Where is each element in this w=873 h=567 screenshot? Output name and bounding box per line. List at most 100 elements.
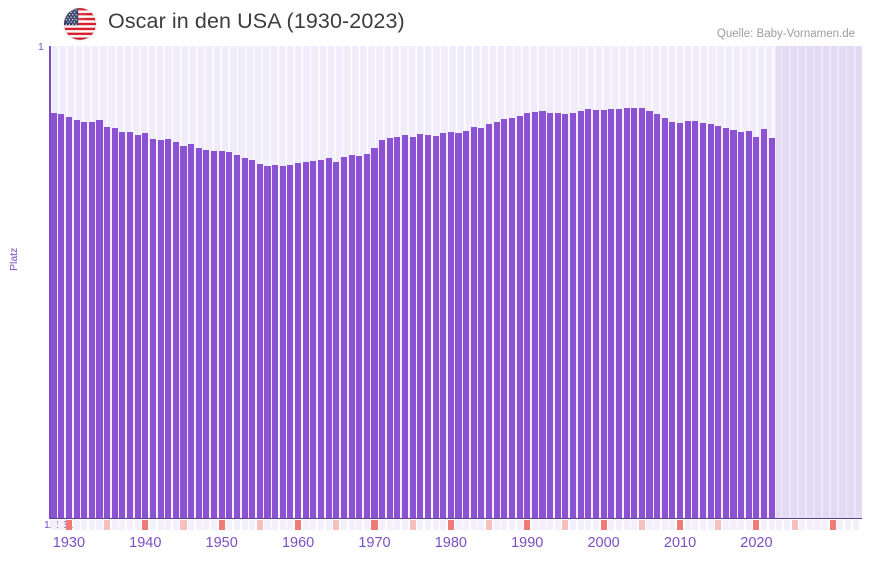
bar[interactable] [646,110,653,518]
bar[interactable] [463,130,470,518]
bar[interactable] [524,112,531,518]
bar[interactable] [615,109,622,518]
bar[interactable] [608,109,615,518]
bar[interactable] [249,159,256,518]
bar[interactable] [348,155,355,518]
bar[interactable] [493,121,500,518]
bar[interactable] [165,138,172,518]
bar[interactable] [539,110,546,518]
bar[interactable] [455,132,462,518]
bar[interactable] [264,165,271,518]
bar[interactable] [88,121,95,518]
bar[interactable] [501,119,508,518]
bar[interactable] [676,122,684,518]
bar[interactable] [302,161,309,518]
bar[interactable] [363,154,370,518]
bar[interactable] [585,109,592,518]
bar[interactable] [669,122,676,518]
bar[interactable] [631,108,638,518]
bar[interactable] [570,113,577,518]
bar[interactable] [58,113,65,518]
bar[interactable] [325,158,332,518]
bar[interactable] [661,117,668,518]
x-axis-tick [272,519,279,530]
bar[interactable] [761,128,768,518]
bar[interactable] [333,161,340,518]
bar[interactable] [478,127,485,518]
bar[interactable] [447,132,454,518]
bar[interactable] [104,126,111,518]
bar[interactable] [592,110,600,518]
bar[interactable] [424,135,431,518]
bar[interactable] [516,115,523,518]
bar[interactable] [356,156,363,518]
bar[interactable] [738,132,745,518]
bar[interactable] [295,163,302,518]
bar[interactable] [707,123,714,518]
bar[interactable] [81,122,88,518]
bar[interactable] [623,108,630,518]
bar[interactable] [699,123,706,518]
bar[interactable] [432,135,439,518]
bar[interactable] [417,134,424,518]
bar[interactable] [65,117,72,518]
bar[interactable] [394,136,401,518]
bar[interactable] [654,114,661,518]
bar[interactable] [745,130,752,518]
bar[interactable] [379,139,386,518]
bar[interactable] [638,108,645,518]
bar[interactable] [486,123,493,518]
bar[interactable] [577,111,584,518]
bar[interactable] [73,119,80,518]
bar[interactable] [730,130,737,518]
bar[interactable] [126,132,134,518]
bar[interactable] [554,112,561,518]
bar[interactable] [211,151,218,518]
bar[interactable] [692,120,699,518]
bar[interactable] [195,147,202,518]
bar[interactable] [600,109,607,518]
bar[interactable] [142,133,149,518]
bar[interactable] [547,113,554,518]
bar[interactable] [409,136,416,518]
bar[interactable] [440,133,447,518]
bar[interactable] [531,112,538,518]
x-axis-tick [761,519,768,530]
bar[interactable] [241,158,248,518]
bar[interactable] [310,161,317,518]
bar[interactable] [371,147,378,518]
bar[interactable] [50,112,57,518]
bar[interactable] [287,164,294,518]
bar[interactable] [188,144,195,518]
bar[interactable] [96,120,103,518]
bar[interactable] [119,132,126,518]
bar[interactable] [180,145,187,518]
bar[interactable] [401,135,409,518]
bar[interactable] [317,160,325,518]
bar[interactable] [272,164,279,518]
bar[interactable] [172,142,179,518]
bar[interactable] [256,164,263,518]
bar[interactable] [340,156,347,518]
bar[interactable] [203,149,210,518]
bar[interactable] [386,137,393,518]
x-axis-tick [409,519,416,530]
bar[interactable] [134,135,141,518]
bar[interactable] [753,136,760,518]
x-axis-tick [463,519,470,530]
bar[interactable] [226,152,233,518]
bar[interactable] [111,127,118,518]
bar[interactable] [722,127,729,518]
x-axis-tick [279,519,286,530]
bar[interactable] [715,125,722,518]
bar[interactable] [508,117,516,518]
bar[interactable] [149,138,156,518]
bar[interactable] [279,165,286,518]
bar[interactable] [768,137,775,518]
bar[interactable] [157,139,164,518]
bar[interactable] [470,126,477,518]
bar[interactable] [684,121,691,518]
bar[interactable] [562,113,569,518]
bar[interactable] [233,155,241,518]
bar[interactable] [218,150,225,518]
